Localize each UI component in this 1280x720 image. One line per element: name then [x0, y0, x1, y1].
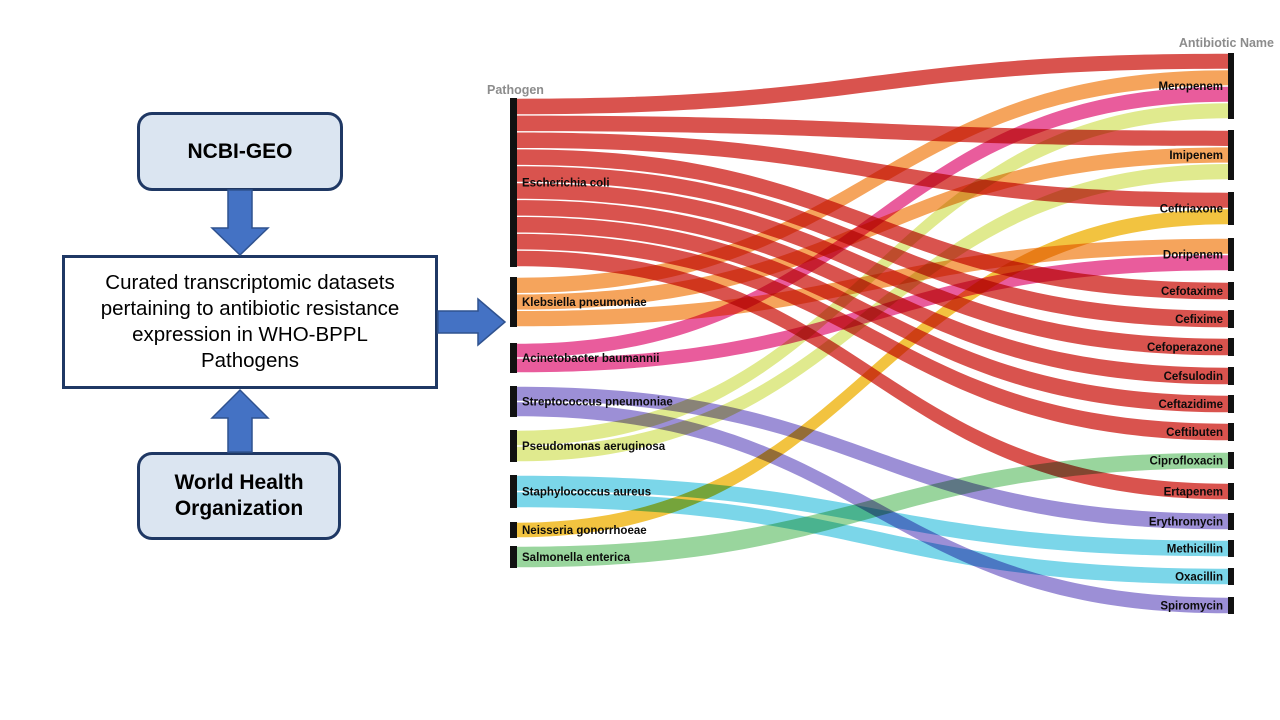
sankey-node-label-cefoperazone: Cefoperazone [1147, 342, 1223, 354]
pathogen-column-header: Pathogen [487, 83, 544, 97]
sankey-link-klebsiella-pneumoniae-imipenem [517, 147, 1228, 310]
sankey-link-escherichia-coli-imipenem [517, 115, 1228, 146]
sankey-node-cefsulodin [1228, 367, 1234, 385]
sankey-link-neisseria-gonorrhoeae-ceftriaxone [517, 209, 1228, 538]
sankey-node-pseudomonas-aeruginosa [510, 430, 517, 462]
curated-datasets-box: Curated transcriptomic datasets pertaini… [62, 255, 438, 389]
sankey-node-methicillin [1228, 540, 1234, 557]
ncbi-geo-label: NCBI-GEO [187, 139, 293, 163]
sankey-link-escherichia-coli-ceftriaxone [517, 132, 1228, 208]
curated-datasets-line-4: Pathogens [200, 349, 300, 372]
sankey-node-meropenem [1228, 53, 1234, 119]
sankey-node-label-methicillin: Methicillin [1167, 544, 1223, 556]
sankey-node-label-ciprofloxacin: Ciprofloxacin [1150, 456, 1223, 468]
sankey-node-label-ceftriaxone: Ceftriaxone [1160, 204, 1223, 216]
sankey-node-klebsiella-pneumoniae [510, 277, 517, 327]
sankey-node-ciprofloxacin [1228, 452, 1234, 469]
sankey-link-streptococcus-pneumoniae-spiromycin [517, 402, 1228, 614]
sankey-node-label-cefsulodin: Cefsulodin [1164, 371, 1223, 383]
sankey-node-label-pseudomonas-aeruginosa: Pseudomonas aeruginosa [522, 441, 666, 453]
sankey-node-acinetobacter-baumannii [510, 343, 517, 373]
antibiotic-column-header: Antibiotic Name [1179, 36, 1274, 50]
sankey-links [517, 53, 1228, 614]
sankey-link-escherichia-coli-cefixime [517, 166, 1228, 328]
sankey-node-cefotaxime [1228, 282, 1234, 300]
who-label-line-2: Organization [174, 497, 304, 520]
sankey-node-ceftibuten [1228, 423, 1234, 441]
sankey-node-spiromycin [1228, 597, 1234, 614]
sankey-link-escherichia-coli-cefsulodin [517, 200, 1228, 385]
sankey-link-klebsiella-pneumoniae-meropenem [517, 70, 1228, 293]
sankey-node-cefoperazone [1228, 338, 1234, 356]
sankey-link-escherichia-coli-ceftibuten [517, 233, 1228, 441]
sankey-link-escherichia-coli-cefotaxime [517, 149, 1228, 300]
sankey-node-label-oxacillin: Oxacillin [1175, 572, 1223, 584]
sankey-link-escherichia-coli-meropenem [517, 53, 1228, 115]
sankey-node-doripenem [1228, 238, 1234, 271]
sankey-node-label-neisseria-gonorrhoeae: Neisseria gonorrhoeae [522, 525, 647, 537]
who-box: World Health Organization [137, 452, 341, 540]
sankey-node-label-meropenem: Meropenem [1158, 81, 1223, 93]
sankey-node-label-imipenem: Imipenem [1169, 150, 1223, 162]
sankey-node-label-doripenem: Doripenem [1163, 250, 1223, 262]
sankey-node-label-erythromycin: Erythromycin [1149, 517, 1223, 529]
ncbi-geo-box: NCBI-GEO [137, 112, 343, 191]
sankey-node-label-klebsiella-pneumoniae: Klebsiella pneumoniae [522, 297, 647, 309]
sankey-node-label-cefotaxime: Cefotaxime [1161, 286, 1223, 298]
sankey-node-escherichia-coli [510, 98, 517, 267]
who-label-line-1: World Health [174, 471, 304, 494]
sankey-node-ceftriaxone [1228, 192, 1234, 225]
sankey-node-label-ceftibuten: Ceftibuten [1166, 427, 1223, 439]
sankey-link-acinetobacter-baumannii-doripenem [517, 255, 1228, 373]
sankey-link-escherichia-coli-ertapenem [517, 250, 1228, 500]
down-arrow-icon [210, 189, 270, 257]
right-arrow-icon [437, 297, 507, 347]
sankey-link-pseudomonas-aeruginosa-meropenem [517, 103, 1228, 446]
sankey-link-salmonella-enterica-ciprofloxacin [517, 452, 1228, 568]
sankey-node-cefixime [1228, 310, 1234, 328]
sankey-link-staphylococcus-aureus-methicillin [517, 475, 1228, 557]
sankey-node-erythromycin [1228, 513, 1234, 530]
sankey-node-label-ertapenem: Ertapenem [1164, 487, 1223, 499]
sankey-link-acinetobacter-baumannii-meropenem [517, 86, 1228, 358]
sankey-node-oxacillin [1228, 568, 1234, 585]
sankey-node-streptococcus-pneumoniae [510, 386, 517, 417]
sankey-node-label-staphylococcus-aureus: Staphylococcus aureus [522, 487, 651, 499]
sankey-link-klebsiella-pneumoniae-doripenem [517, 238, 1228, 327]
curated-datasets-line-3: expression in WHO-BPPL [132, 323, 368, 346]
sankey-link-escherichia-coli-ceftazidime [517, 217, 1228, 413]
sankey-node-labels: Escherichia coli Klebsiella pneumoniae Aci… [522, 81, 1223, 613]
sankey-link-pseudomonas-aeruginosa-imipenem [517, 164, 1228, 462]
sankey-node-ceftazidime [1228, 395, 1234, 413]
sankey-link-streptococcus-pneumoniae-erythromycin [517, 386, 1228, 530]
sankey-node-salmonella-enterica [510, 546, 517, 568]
sankey-node-ertapenem [1228, 483, 1234, 500]
up-arrow-icon [210, 388, 270, 453]
sankey-node-label-streptococcus-pneumoniae: Streptococcus pneumoniae [522, 397, 673, 409]
sankey-node-label-acinetobacter-baumannii: Acinetobacter baumannii [522, 353, 659, 365]
sankey-node-neisseria-gonorrhoeae [510, 522, 517, 538]
sankey-node-imipenem [1228, 130, 1234, 180]
curated-datasets-line-2: pertaining to antibiotic resistance [100, 297, 400, 320]
sankey-node-label-salmonella-enterica: Salmonella enterica [522, 552, 631, 564]
sankey-node-label-spiromycin: Spiromycin [1160, 601, 1223, 613]
sankey-nodes [510, 53, 1234, 614]
sankey-node-label-cefixime: Cefixime [1175, 314, 1223, 326]
curated-datasets-line-1: Curated transcriptomic datasets [105, 271, 395, 294]
sankey-link-staphylococcus-aureus-oxacillin [517, 492, 1228, 585]
sankey-node-label-ceftazidime: Ceftazidime [1158, 399, 1223, 411]
sankey-node-label-escherichia-coli: Escherichia coli [522, 178, 610, 190]
sankey-link-escherichia-coli-cefoperazone [517, 183, 1228, 356]
sankey-node-staphylococcus-aureus [510, 475, 517, 508]
